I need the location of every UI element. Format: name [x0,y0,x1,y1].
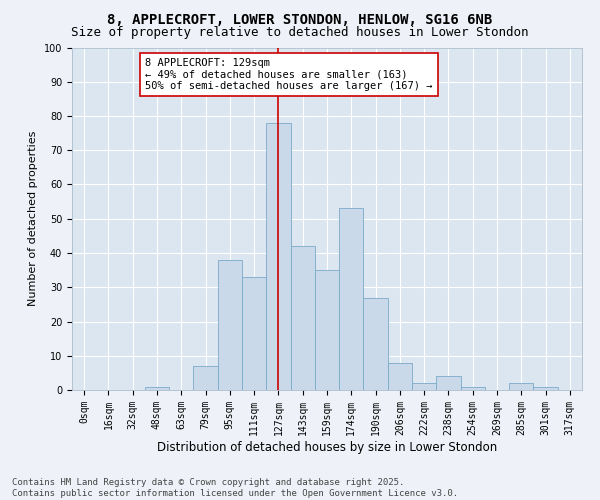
X-axis label: Distribution of detached houses by size in Lower Stondon: Distribution of detached houses by size … [157,440,497,454]
Bar [266,123,290,390]
Text: Contains HM Land Registry data © Crown copyright and database right 2025.
Contai: Contains HM Land Registry data © Crown c… [12,478,458,498]
Bar [339,208,364,390]
Bar [364,298,388,390]
Bar [145,386,169,390]
Text: 8 APPLECROFT: 129sqm
← 49% of detached houses are smaller (163)
50% of semi-deta: 8 APPLECROFT: 129sqm ← 49% of detached h… [145,58,433,91]
Text: Size of property relative to detached houses in Lower Stondon: Size of property relative to detached ho… [71,26,529,39]
Bar [315,270,339,390]
Bar [193,366,218,390]
Bar [461,386,485,390]
Bar [412,383,436,390]
Bar [533,386,558,390]
Text: 8, APPLECROFT, LOWER STONDON, HENLOW, SG16 6NB: 8, APPLECROFT, LOWER STONDON, HENLOW, SG… [107,12,493,26]
Bar [436,376,461,390]
Y-axis label: Number of detached properties: Number of detached properties [28,131,38,306]
Bar [509,383,533,390]
Bar [388,362,412,390]
Bar [218,260,242,390]
Bar [242,277,266,390]
Bar [290,246,315,390]
